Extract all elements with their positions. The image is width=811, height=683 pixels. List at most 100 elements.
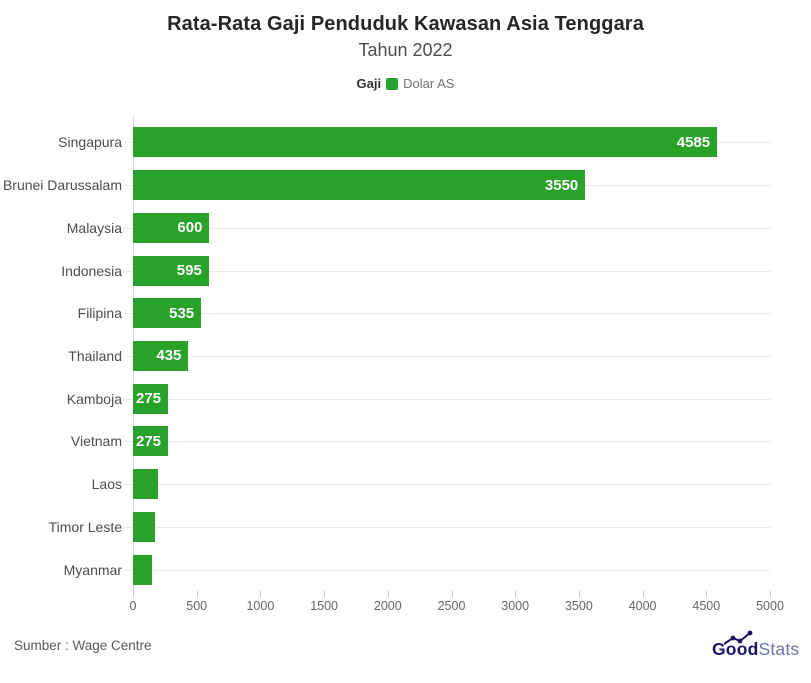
legend-series-label: Dolar AS (403, 76, 455, 91)
legend-swatch-icon (386, 77, 399, 90)
legend: Gaji Dolar AS (0, 76, 811, 91)
bar-value-label: 4585 (676, 133, 711, 151)
axis-tick-label: 0 (129, 598, 137, 613)
row-plot: 4585 (124, 121, 770, 164)
row-plot: 3550 (124, 164, 770, 207)
logo-trendline-icon (723, 630, 753, 645)
category-label: Thailand (68, 347, 122, 364)
row-gridline (124, 484, 770, 486)
axis-tick-label: 4500 (692, 598, 721, 613)
chart-row: Thailand 435 (0, 335, 811, 378)
row-gridline (124, 227, 770, 229)
row-plot: 600 (124, 206, 770, 249)
chart-rows: Singapura 4585 Brunei Darussalam 3550 Ma… (0, 121, 811, 591)
bar: 3550 (133, 170, 586, 201)
bar: 595 (133, 255, 209, 286)
row-gridline (124, 398, 770, 400)
chart-title: Rata-Rata Gaji Penduduk Kawasan Asia Ten… (167, 13, 644, 35)
bar-value-label: 275 (136, 432, 162, 450)
bar: 535 (133, 298, 202, 329)
chart-row: Laos (0, 463, 811, 506)
row-plot: 275 (124, 420, 770, 463)
category-label: Singapura (58, 134, 122, 151)
category-label: Timor Leste (48, 518, 122, 535)
chart-row: Brunei Darussalam 3550 (0, 164, 811, 207)
axis-tick-label: 3500 (564, 598, 593, 613)
axis-tick-label: 3000 (501, 598, 530, 613)
category-label: Vietnam (70, 433, 122, 450)
chart-row: Filipina 535 (0, 292, 811, 335)
chart-row: Myanmar (0, 548, 811, 591)
category-label: Laos (91, 476, 122, 493)
chart-subtitle: Tahun 2022 (358, 40, 453, 60)
bar-value-label: 535 (169, 304, 195, 322)
bar (133, 554, 153, 585)
chart-header: Rata-Rata Gaji Penduduk Kawasan Asia Ten… (0, 0, 811, 91)
axis-tick-mark (451, 590, 453, 597)
axis-tick-mark (324, 590, 326, 597)
axis-tick-mark (515, 590, 517, 597)
logo-text-good: Good (712, 639, 759, 659)
row-gridline (124, 569, 770, 571)
axis-tick-mark (578, 590, 580, 597)
bar: 4585 (133, 127, 718, 158)
axis-tick-mark (260, 590, 262, 597)
row-plot (124, 505, 770, 548)
bar (133, 469, 159, 500)
row-plot: 535 (124, 292, 770, 335)
axis-tick-mark (133, 590, 134, 597)
bar-value-label: 595 (176, 262, 202, 280)
row-plot: 435 (124, 335, 770, 378)
bar: 600 (133, 212, 210, 243)
row-plot: 275 (124, 377, 770, 420)
bar-value-label: 435 (156, 347, 182, 365)
chart-row: Indonesia 595 (0, 249, 811, 292)
row-gridline (124, 270, 770, 272)
goodstats-logo: GoodStats (712, 630, 799, 664)
category-label: Myanmar (63, 561, 122, 578)
logo-text-stats: Stats (758, 639, 800, 659)
axis-tick-label: 2000 (373, 598, 402, 613)
bar: 275 (133, 383, 169, 414)
x-axis: 0 500 1000 1500 2000 2500 3000 3500 4000 4500 5000 (129, 590, 784, 621)
row-gridline (124, 526, 770, 528)
chart-row: Malaysia 600 (0, 206, 811, 249)
row-plot: 595 (124, 249, 770, 292)
axis-tick-mark (387, 590, 389, 597)
row-gridline (124, 355, 770, 357)
axis-tick-label: 1500 (310, 598, 338, 613)
axis-tick-label: 4000 (628, 598, 657, 613)
logo-text: GoodStats (712, 639, 799, 660)
row-plot (124, 463, 770, 506)
category-label: Indonesia (61, 262, 122, 279)
bar-value-label: 600 (177, 219, 203, 237)
axis-tick-label: 1000 (246, 598, 275, 613)
category-label: Kamboja (66, 390, 122, 407)
chart-row: Singapura 4585 (0, 121, 811, 164)
bar-chart: Singapura 4585 Brunei Darussalam 3550 Ma… (0, 116, 811, 621)
axis-tick-label: 500 (186, 598, 208, 613)
bar (133, 511, 156, 542)
axis-tick-mark (706, 590, 708, 597)
bar: 275 (133, 426, 169, 457)
chart-row: Kamboja 275 (0, 377, 811, 420)
chart-row: Timor Leste (0, 505, 811, 548)
axis-tick-label: 2500 (437, 598, 466, 613)
bar-value-label: 3550 (544, 176, 579, 194)
bar: 435 (133, 340, 189, 371)
axis-tick-label: 5000 (756, 598, 784, 613)
chart-row: Vietnam 275 (0, 420, 811, 463)
category-label: Brunei Darussalam (2, 177, 122, 194)
category-label: Filipina (77, 305, 122, 322)
axis-tick-mark (196, 590, 198, 597)
row-gridline (124, 441, 770, 443)
row-gridline (124, 313, 770, 315)
row-plot (124, 548, 770, 591)
source-note: Sumber : Wage Centre (14, 638, 152, 653)
axis-tick-mark (642, 590, 644, 597)
legend-title: Gaji (356, 76, 382, 91)
bar-value-label: 275 (136, 390, 162, 408)
category-label: Malaysia (66, 219, 122, 236)
axis-tick-mark (770, 590, 771, 597)
